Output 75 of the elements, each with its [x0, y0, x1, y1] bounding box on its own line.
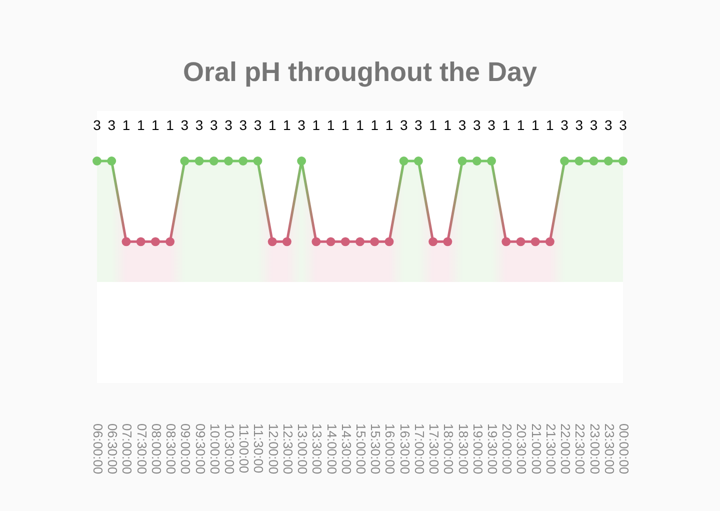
data-label: 1	[546, 117, 554, 133]
x-tick-label: 09:30:00	[192, 424, 208, 474]
data-label: 1	[152, 117, 160, 133]
x-tick-label: 07:00:00	[120, 424, 135, 474]
x-tick-label: 15:00:00	[354, 424, 368, 474]
data-label: 3	[400, 117, 408, 133]
data-label: 1	[136, 117, 145, 133]
x-tick-label: 10:00:00	[207, 424, 222, 474]
x-tick-label: 11:00:00	[236, 424, 252, 474]
x-tick-label: 06:00:00	[90, 424, 106, 474]
data-label: 1	[444, 117, 452, 133]
data-label: 3	[414, 117, 423, 133]
chart-title: Oral pH throughout the Day	[183, 57, 537, 87]
x-tick-label: 14:30:00	[338, 424, 354, 474]
x-tick-label: 10:30:00	[222, 424, 237, 474]
data-label: 1	[370, 117, 379, 133]
x-tick-label: 14:00:00	[324, 424, 340, 474]
data-label: 1	[312, 117, 320, 133]
x-tick-label: 16:30:00	[397, 424, 412, 474]
x-tick-label: 19:00:00	[470, 424, 486, 474]
data-label: 3	[210, 117, 218, 133]
data-label: 3	[604, 117, 612, 133]
x-tick-label: 13:30:00	[310, 424, 325, 474]
data-label: 1	[516, 117, 525, 133]
x-tick-label: 13:00:00	[295, 424, 310, 474]
x-tick-label: 22:00:00	[558, 424, 574, 474]
data-label: 1	[122, 117, 130, 133]
x-tick-label: 12:00:00	[266, 424, 281, 474]
x-tick-label: 18:00:00	[441, 424, 456, 474]
data-label: 3	[590, 117, 598, 133]
x-tick-label: 16:00:00	[382, 424, 398, 474]
data-label: 1	[268, 117, 276, 133]
x-tick-label: 12:30:00	[280, 424, 296, 474]
x-tick-label: 06:30:00	[105, 424, 120, 474]
x-tick-label: 09:00:00	[178, 424, 194, 474]
data-label: 1	[341, 117, 350, 133]
x-tick-label: 19:30:00	[485, 424, 500, 474]
x-tick-label: 22:30:00	[572, 424, 588, 474]
x-tick-label: 18:30:00	[456, 424, 471, 474]
data-label: 1	[166, 117, 174, 133]
data-label: 3	[298, 117, 306, 133]
data-label: 3	[560, 117, 569, 133]
x-tick-label: 08:00:00	[148, 424, 164, 474]
x-tick-label: 20:30:00	[514, 424, 530, 474]
x-tick-label: 08:30:00	[164, 424, 179, 474]
data-label: 3	[472, 117, 481, 133]
data-label: 1	[283, 117, 292, 133]
x-tick-label: 17:30:00	[426, 424, 442, 474]
x-tick-label: 17:00:00	[412, 424, 427, 474]
data-label: 1	[356, 117, 364, 133]
x-tick-label: 00:00:00	[616, 424, 632, 474]
x-tick-label: 21:30:00	[543, 424, 558, 474]
data-label: 3	[254, 117, 262, 133]
x-tick-label: 07:30:00	[134, 424, 150, 474]
data-label: 3	[224, 117, 233, 133]
x-tick-label: 23:30:00	[602, 424, 617, 474]
data-label: 3	[458, 117, 466, 133]
data-label: 3	[575, 117, 584, 133]
data-label: 1	[385, 117, 394, 133]
x-tick-label: 23:00:00	[587, 424, 602, 474]
data-label: 3	[108, 117, 116, 133]
data-label: 1	[502, 117, 510, 133]
x-tick-label: 11:30:00	[251, 424, 266, 474]
data-label: 1	[531, 117, 540, 133]
data-label: 3	[239, 117, 248, 133]
x-tick-label: 15:30:00	[368, 424, 384, 474]
x-tick-label: 21:00:00	[528, 424, 544, 474]
data-label: 3	[93, 117, 102, 133]
data-label: 1	[429, 117, 438, 133]
data-label: 3	[195, 117, 204, 133]
data-label: 1	[326, 117, 335, 133]
data-label: 3	[488, 117, 496, 133]
data-label: 3	[619, 117, 628, 133]
data-label: 3	[180, 117, 189, 133]
x-tick-label: 20:00:00	[500, 424, 515, 474]
